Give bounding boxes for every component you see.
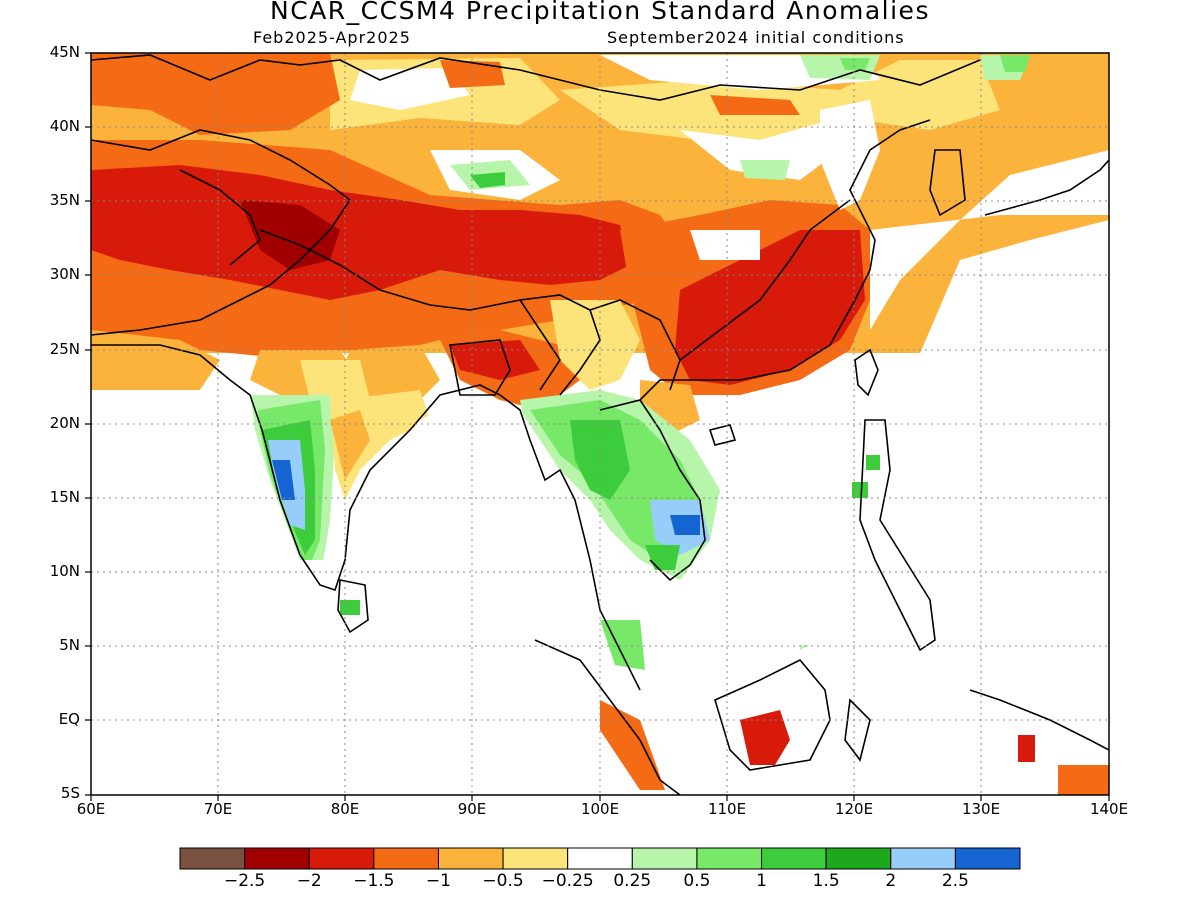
colorbar-label: 2.5 (941, 871, 969, 891)
ticks (85, 52, 1110, 801)
colorbar-swatch (954, 847, 1021, 870)
lat-label: 20N (49, 414, 80, 432)
lon-label: 140E (1089, 800, 1129, 818)
colorbar-label: 1 (756, 871, 767, 891)
colorbar-label: −0.5 (482, 871, 524, 891)
colorbar-swatch (761, 847, 827, 870)
colorbar-label: −2 (296, 871, 322, 891)
colorbar-swatch (825, 847, 892, 870)
lat-label: 5N (59, 636, 80, 654)
colorbar-label: 0.25 (613, 871, 652, 891)
colorbar-label: −1.5 (353, 871, 395, 891)
lon-label: 80E (330, 800, 360, 818)
colorbar-swatch (179, 847, 246, 870)
lon-label: 110E (707, 800, 747, 818)
colorbar-swatch (244, 847, 310, 870)
colorbar-label: −1 (425, 871, 451, 891)
lat-label: 35N (49, 191, 80, 209)
gridlines (91, 53, 1109, 795)
lon-label: 70E (203, 800, 233, 818)
colorbar-label: −2.5 (223, 871, 266, 891)
lat-label: 5S (60, 784, 80, 802)
initial-conditions-subtitle: September2024 initial conditions (607, 28, 905, 47)
lon-label: 120E (834, 800, 874, 818)
colorbar-label: 0.5 (683, 871, 711, 891)
lat-label: EQ (58, 710, 80, 728)
colorbar-swatch (502, 847, 569, 870)
lat-label: 15N (49, 488, 80, 506)
colorbar-label: 1.5 (812, 871, 840, 891)
colorbar-swatch (696, 847, 763, 870)
colorbar-swatch (373, 847, 439, 870)
lat-label: 30N (49, 265, 80, 283)
lat-label: 40N (49, 117, 80, 135)
colorbar-swatch (631, 847, 698, 870)
map-title: NCAR_CCSM4 Precipitation Standard Anomal… (270, 0, 930, 25)
colorbar (179, 847, 1021, 870)
lon-label: 130E (961, 800, 1001, 818)
lat-label: 10N (49, 562, 80, 580)
period-subtitle: Feb2025-Apr2025 (253, 28, 411, 47)
colorbar-label: 2 (885, 871, 897, 891)
lat-label: 45N (49, 43, 80, 61)
colorbar-swatch (890, 847, 956, 870)
colorbar-swatch (308, 847, 375, 870)
colorbar-label: −0.25 (541, 871, 594, 891)
colorbar-swatch (437, 847, 504, 870)
lon-label: 90E (457, 800, 487, 818)
lon-label: 100E (580, 800, 620, 818)
lat-label: 25N (49, 340, 80, 358)
lon-label: 60E (76, 800, 106, 818)
colorbar-swatch (567, 847, 633, 870)
